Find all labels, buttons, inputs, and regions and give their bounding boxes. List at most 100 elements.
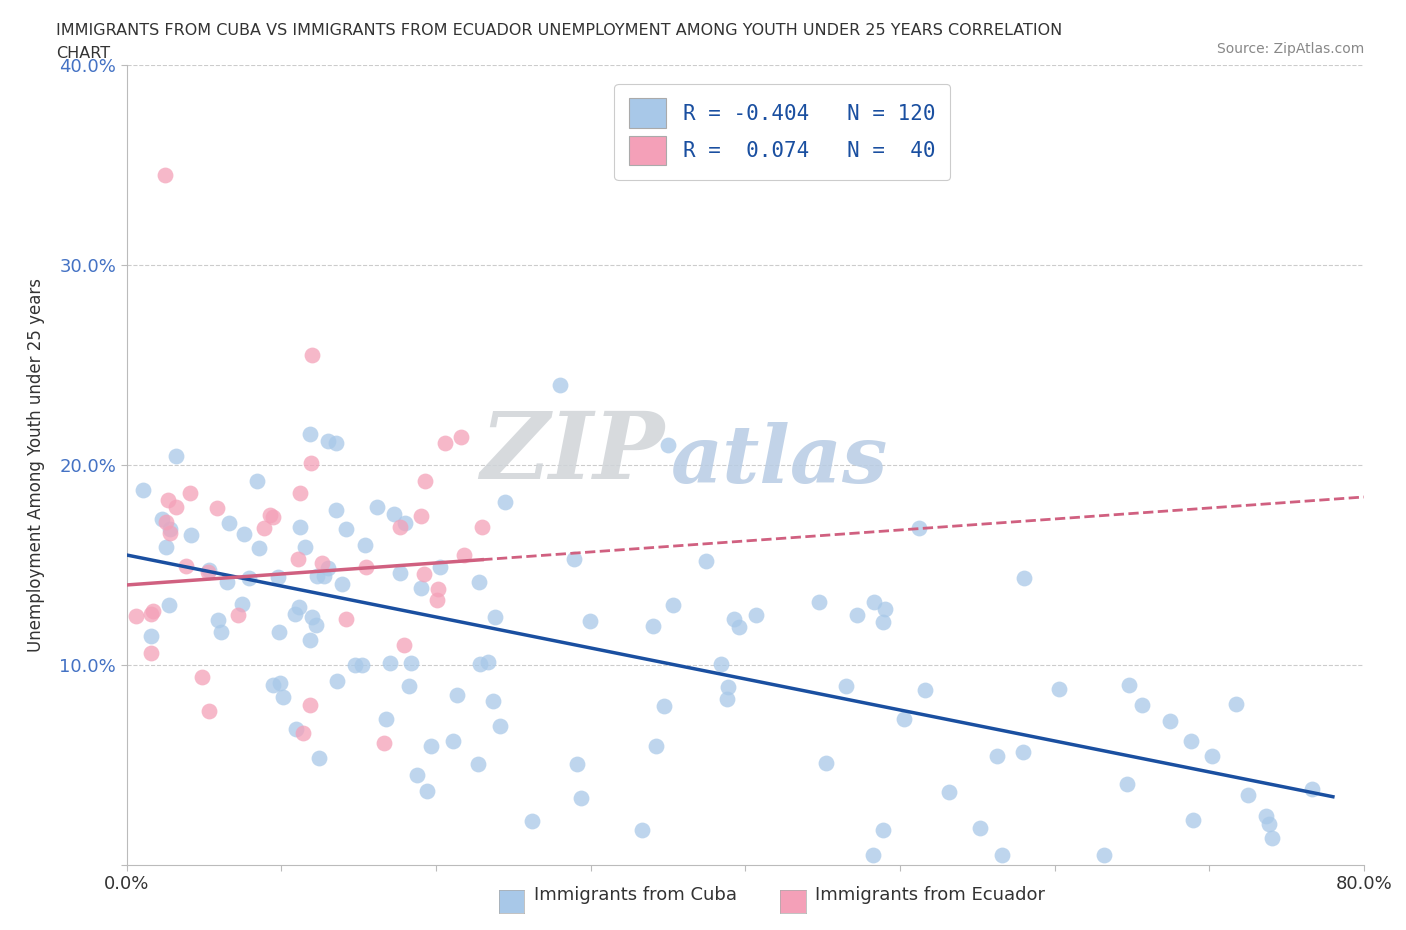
Point: [288, 485, 311, 500]
Text: Immigrants from Cuba: Immigrants from Cuba: [534, 886, 737, 904]
Point: [354, 559, 377, 574]
Point: [288, 600, 311, 615]
Point: [441, 733, 464, 748]
Point: [450, 429, 472, 444]
Point: [399, 656, 422, 671]
Point: [307, 568, 329, 583]
Point: [872, 615, 894, 630]
Point: [284, 606, 307, 621]
Point: [165, 499, 187, 514]
Point: [468, 657, 491, 671]
Point: [426, 581, 449, 596]
Point: [716, 691, 738, 706]
Point: [657, 438, 679, 453]
Point: [155, 539, 177, 554]
Point: [209, 625, 232, 640]
Text: Source: ZipAtlas.com: Source: ZipAtlas.com: [1216, 42, 1364, 56]
Point: [354, 538, 377, 552]
Point: [1261, 830, 1284, 845]
Point: [380, 656, 402, 671]
Point: [489, 719, 512, 734]
Point: [1092, 847, 1115, 862]
Point: [198, 563, 221, 578]
Point: [630, 823, 652, 838]
Point: [1256, 808, 1278, 823]
Point: [269, 625, 291, 640]
Point: [873, 602, 896, 617]
Point: [141, 629, 163, 644]
Point: [308, 751, 330, 766]
Point: [394, 515, 416, 530]
Point: [1014, 571, 1036, 586]
Point: [198, 703, 221, 718]
Point: [565, 757, 588, 772]
Point: [366, 499, 388, 514]
Point: [157, 597, 180, 612]
Point: [416, 783, 439, 798]
Legend: R = -0.404   N = 120, R =  0.074   N =  40: R = -0.404 N = 120, R = 0.074 N = 40: [614, 84, 950, 180]
Point: [304, 618, 326, 633]
Point: [420, 738, 443, 753]
Point: [695, 554, 717, 569]
Point: [157, 493, 180, 508]
Point: [433, 435, 456, 450]
Point: [1115, 777, 1137, 791]
Point: [1011, 745, 1033, 760]
Point: [398, 678, 420, 693]
Point: [413, 566, 436, 581]
Point: [207, 613, 229, 628]
Text: atlas: atlas: [671, 422, 889, 499]
Point: [174, 559, 197, 574]
Point: [325, 673, 347, 688]
Point: [197, 565, 219, 579]
Point: [846, 607, 869, 622]
Point: [392, 638, 415, 653]
Point: [262, 678, 284, 693]
Point: [862, 847, 884, 862]
Point: [233, 526, 256, 541]
Point: [217, 575, 239, 590]
Point: [579, 614, 602, 629]
Point: [1201, 749, 1223, 764]
Point: [908, 521, 931, 536]
Point: [914, 683, 936, 698]
Point: [645, 738, 668, 753]
Point: [159, 521, 181, 536]
Point: [159, 525, 181, 540]
Point: [991, 847, 1014, 862]
Point: [744, 608, 766, 623]
Point: [191, 670, 214, 684]
Point: [652, 698, 675, 713]
Point: [335, 611, 357, 626]
Point: [717, 680, 740, 695]
Point: [571, 790, 593, 805]
Point: [301, 348, 323, 363]
Point: [273, 690, 295, 705]
Point: [373, 736, 395, 751]
Point: [335, 521, 357, 536]
Point: [246, 473, 269, 488]
Point: [125, 608, 148, 623]
Point: [1182, 813, 1205, 828]
Text: Immigrants from Ecuador: Immigrants from Ecuador: [815, 886, 1046, 904]
Point: [727, 619, 749, 634]
Point: [153, 167, 177, 182]
Point: [1118, 678, 1140, 693]
Point: [723, 612, 745, 627]
Point: [388, 520, 411, 535]
Point: [467, 756, 489, 771]
Point: [409, 581, 432, 596]
Point: [1130, 698, 1153, 712]
Point: [253, 521, 276, 536]
Point: [1047, 681, 1070, 696]
Point: [661, 597, 683, 612]
Point: [139, 606, 162, 621]
Point: [314, 568, 336, 583]
Point: [290, 520, 312, 535]
Point: [426, 593, 449, 608]
Point: [165, 449, 187, 464]
Point: [562, 551, 585, 566]
Point: [446, 687, 468, 702]
Point: [325, 503, 347, 518]
Point: [218, 515, 240, 530]
